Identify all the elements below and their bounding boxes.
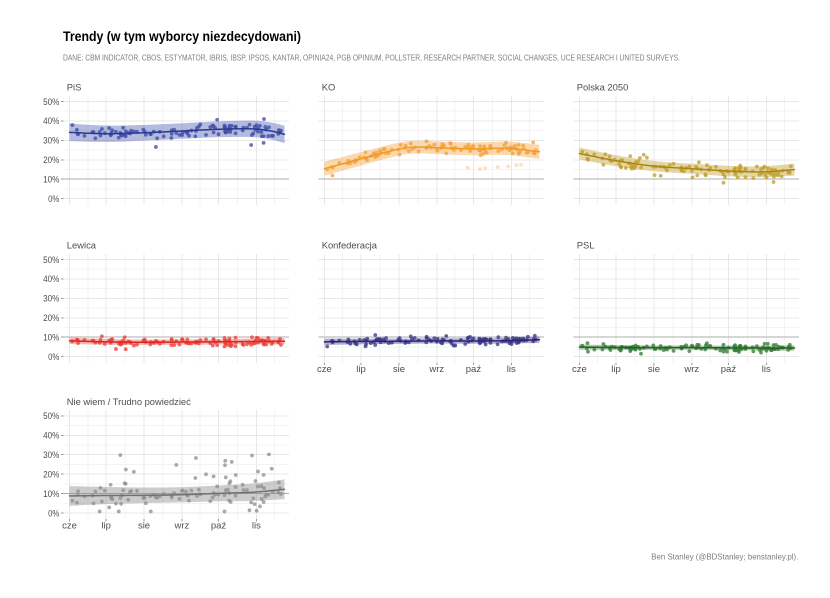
svg-text:30%: 30% (43, 136, 60, 147)
svg-text:30%: 30% (43, 294, 60, 305)
svg-text:PiS: PiS (67, 82, 82, 93)
svg-text:KO: KO (322, 82, 336, 93)
svg-text:20%: 20% (43, 469, 60, 480)
svg-text:0%: 0% (48, 508, 60, 519)
svg-text:cze: cze (62, 521, 77, 532)
svg-text:Ben Stanley (@BDStanley; benst: Ben Stanley (@BDStanley; benstanley.pl). (651, 552, 798, 562)
svg-text:paź: paź (466, 364, 482, 375)
svg-text:20%: 20% (43, 313, 60, 324)
svg-text:30%: 30% (43, 450, 60, 461)
svg-text:wrz: wrz (683, 364, 699, 375)
svg-text:20%: 20% (43, 155, 60, 166)
svg-text:wrz: wrz (428, 364, 444, 375)
svg-text:lip: lip (611, 364, 621, 375)
svg-text:cze: cze (572, 364, 587, 375)
svg-text:Polska 2050: Polska 2050 (577, 82, 629, 93)
svg-text:wrz: wrz (173, 521, 189, 532)
svg-text:40%: 40% (43, 274, 60, 285)
svg-text:10%: 10% (43, 332, 60, 343)
svg-text:lip: lip (101, 521, 111, 532)
svg-text:50%: 50% (43, 255, 60, 266)
svg-text:sie: sie (138, 521, 150, 532)
svg-text:DANE: CBM INDICATOR, CBOS, EST: DANE: CBM INDICATOR, CBOS, ESTYMATOR, IB… (63, 52, 680, 62)
svg-text:40%: 40% (43, 431, 60, 442)
svg-text:50%: 50% (43, 97, 60, 108)
svg-text:PSL: PSL (577, 240, 595, 251)
svg-text:Konfederacja: Konfederacja (322, 240, 378, 251)
svg-text:10%: 10% (43, 174, 60, 185)
svg-text:sie: sie (393, 364, 405, 375)
svg-text:10%: 10% (43, 489, 60, 500)
svg-text:sie: sie (648, 364, 660, 375)
svg-text:Trendy (w tym wyborcy niezdecy: Trendy (w tym wyborcy niezdecydowani) (63, 29, 301, 44)
svg-text:0%: 0% (48, 194, 60, 205)
svg-text:lis: lis (252, 521, 261, 532)
svg-text:cze: cze (317, 364, 332, 375)
svg-text:0%: 0% (48, 352, 60, 363)
svg-text:lis: lis (762, 364, 771, 375)
svg-text:lis: lis (507, 364, 516, 375)
svg-text:lip: lip (356, 364, 366, 375)
svg-text:40%: 40% (43, 116, 60, 127)
svg-text:paź: paź (721, 364, 737, 375)
svg-text:Nie wiem / Trudno powiedzieć: Nie wiem / Trudno powiedzieć (67, 396, 191, 407)
svg-text:Lewica: Lewica (67, 240, 97, 251)
svg-text:50%: 50% (43, 411, 60, 422)
svg-text:paź: paź (211, 521, 227, 532)
